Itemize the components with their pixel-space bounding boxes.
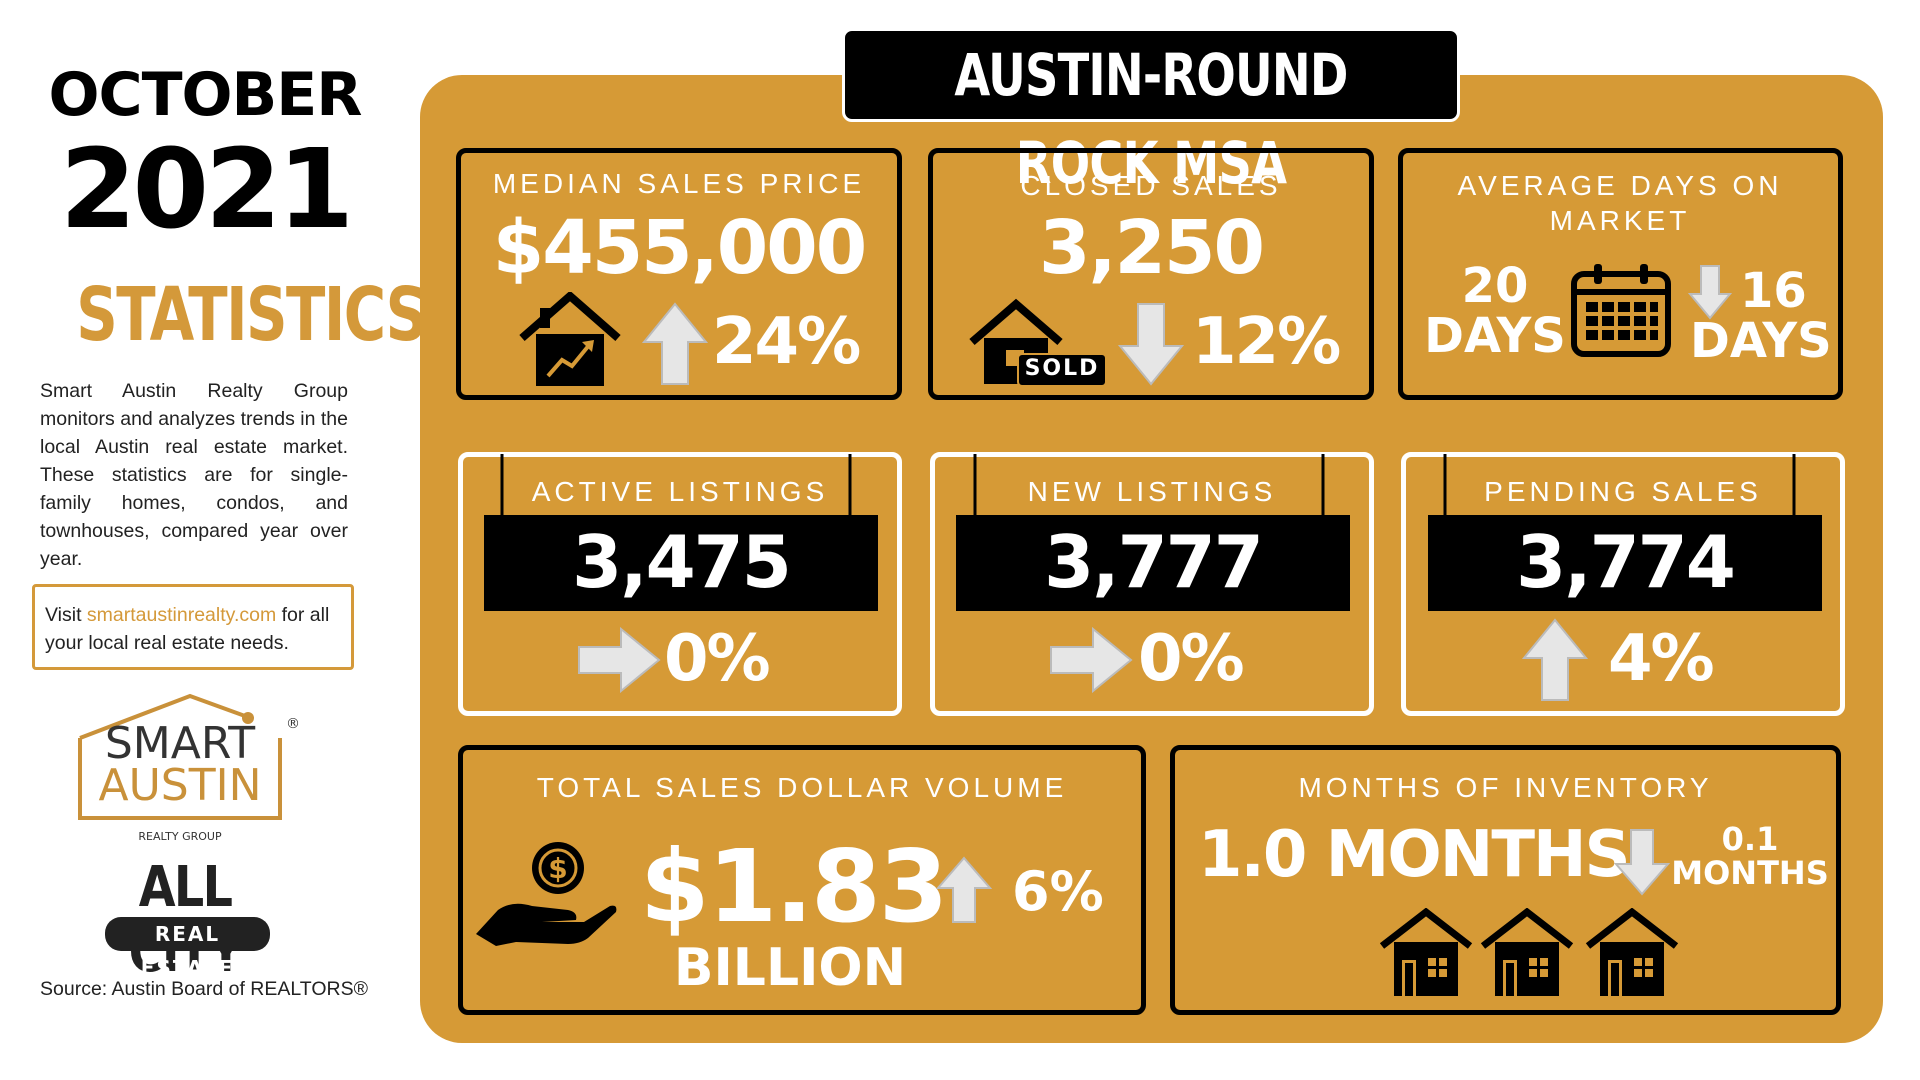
card-change: 12%	[1192, 305, 1341, 379]
card	[1401, 452, 1845, 716]
card-change: 6%	[1012, 860, 1104, 923]
card	[1170, 745, 1841, 1015]
logo-smart: SMART	[104, 718, 256, 769]
calendar-icon	[1571, 264, 1671, 357]
title-box: AUSTIN-ROUND ROCK MSA	[842, 28, 1460, 197]
card	[458, 452, 902, 716]
card-label: AVERAGE DAYS ON MARKET	[1457, 170, 1783, 236]
card-label: ACTIVE LISTINGS	[531, 476, 829, 507]
card-change: 0.1	[1721, 820, 1779, 858]
logo-realty: REALTY GROUP	[138, 830, 222, 843]
card-value: 3,475	[572, 520, 792, 604]
visit-prefix: Visit	[45, 604, 82, 626]
houses-icon	[1380, 908, 1680, 1000]
change-arrow	[1118, 303, 1184, 386]
card-change: 0%	[1138, 622, 1245, 696]
card-value: 20	[1461, 258, 1529, 314]
card-change-unit: MONTHS	[1671, 854, 1829, 892]
description: Smart Austin Realty Group monitors and a…	[40, 380, 348, 570]
change-arrow	[1614, 829, 1670, 896]
card-change: 16	[1740, 263, 1807, 319]
card	[458, 745, 1146, 1015]
card	[1398, 148, 1843, 400]
card-value: $1.83	[640, 828, 948, 945]
sign-board	[484, 515, 878, 611]
card-value: $455,000	[492, 205, 868, 291]
heading: STATISTICS	[76, 272, 427, 358]
source: Source: Austin Board of REALTORS®	[40, 978, 368, 1000]
smart-logo-frame	[78, 693, 282, 820]
card-label: PENDING SALES	[1484, 476, 1762, 507]
visit-link[interactable]: smartaustinrealty.com	[86, 604, 277, 626]
card-change: 0%	[664, 622, 771, 696]
change-arrow	[936, 856, 992, 923]
title: AUSTIN-ROUND ROCK MSA	[954, 41, 1348, 197]
sold-badge: SOLD	[1024, 356, 1100, 381]
logo-austin: AUSTIN	[98, 760, 262, 811]
card-change: 4%	[1608, 622, 1715, 696]
card-label: NEW LISTINGS	[1027, 476, 1277, 507]
card-value: 3,777	[1044, 520, 1264, 604]
change-arrow	[1522, 618, 1588, 701]
change-arrow	[642, 302, 708, 385]
card-value: 3,774	[1516, 520, 1736, 604]
card-change-unit: DAYS	[1690, 313, 1832, 369]
house-sold-icon	[969, 298, 1107, 387]
card-label: MEDIAN SALES PRICE	[492, 168, 866, 199]
sign-hangers	[500, 454, 1796, 516]
card-label: MONTHS OF INVENTORY	[1298, 772, 1713, 803]
card	[928, 148, 1374, 400]
change-arrow	[1688, 265, 1732, 320]
card-label: TOTAL SALES DOLLAR VOLUME	[536, 772, 1068, 803]
visit-suffix: for all your local real estate needs.	[45, 604, 330, 654]
card-label: CLOSED SALES	[1020, 170, 1282, 201]
sign-board	[956, 515, 1350, 611]
card-value: 3,250	[1038, 205, 1265, 291]
card	[930, 452, 1374, 716]
change-arrow	[1050, 627, 1133, 693]
card-value-unit: BILLION	[673, 938, 907, 998]
card	[456, 148, 902, 400]
house-chart-icon	[519, 292, 621, 386]
logo-mark: ®	[286, 716, 300, 732]
visit-box: Visit smartaustinrealty.com for all your…	[32, 584, 354, 670]
sign-board	[1428, 515, 1822, 611]
card-change: 24%	[712, 305, 861, 379]
money-hand-icon: $	[476, 842, 617, 946]
year: 2021	[59, 125, 354, 253]
svg-text:$: $	[548, 852, 567, 885]
card-value-unit: DAYS	[1424, 308, 1566, 364]
month: OCTOBER	[48, 60, 363, 130]
card-value: 1.0 MONTHS	[1198, 818, 1631, 892]
change-arrow	[578, 627, 661, 693]
logo-realestate: REAL ESTATE	[105, 917, 270, 980]
